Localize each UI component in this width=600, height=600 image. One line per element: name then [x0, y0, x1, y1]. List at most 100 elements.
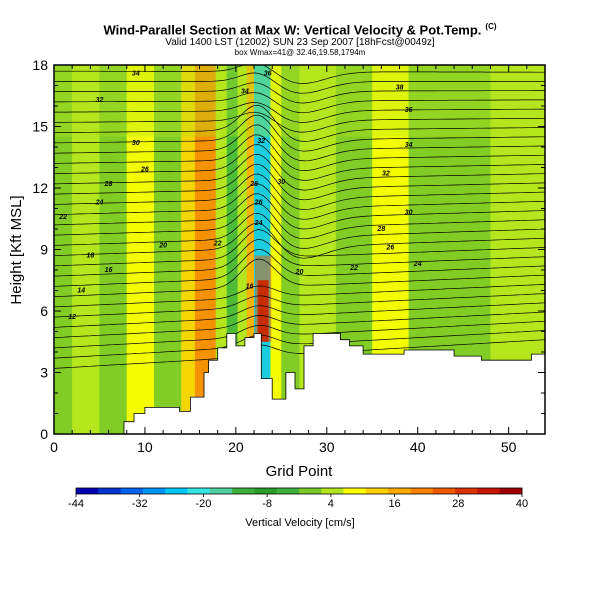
contour-label: 28 [249, 181, 258, 188]
colorbar-label: Vertical Velocity [cm/s] [245, 517, 354, 529]
colorbar-swatch [410, 488, 434, 494]
colorbar-swatch [98, 488, 121, 494]
contour-label: 34 [405, 142, 413, 149]
contour-label: 30 [405, 210, 413, 217]
colorbar-swatch [120, 488, 144, 494]
chart-info-line: box Wmax=41@ 32.46,19.58,1794m [234, 48, 366, 57]
velocity-band [270, 65, 282, 434]
colorbar-swatch [343, 488, 367, 494]
x-tick-label: 20 [228, 439, 244, 455]
contour-label: 20 [158, 242, 167, 249]
colorbar-swatch [209, 488, 233, 494]
velocity-band [194, 65, 216, 434]
contour-label: 22 [58, 214, 67, 221]
y-tick-label: 3 [40, 365, 48, 381]
theta-contour [54, 339, 545, 369]
colorbar-swatch [455, 488, 478, 494]
contour-label: 36 [264, 70, 272, 77]
theta-contour [54, 193, 545, 230]
colorbar-tick-label: 16 [388, 498, 400, 510]
contour-label: 22 [349, 265, 358, 272]
x-tick-label: 40 [410, 439, 426, 455]
theta-contour [54, 173, 545, 210]
theta-contour [54, 302, 545, 328]
contour-label: 16 [105, 267, 113, 274]
contour-label: 26 [386, 245, 395, 252]
theta-contour [54, 92, 545, 114]
theta-contour [54, 124, 545, 162]
terrain [54, 333, 546, 435]
contour-label: 24 [254, 220, 263, 227]
colorbar-tick-label: 4 [328, 498, 334, 510]
theta-contour [54, 238, 545, 277]
colorbar-swatch [499, 488, 523, 494]
theta-contour [54, 222, 545, 259]
theta-contour [54, 311, 545, 338]
colorbar-frame [75, 487, 523, 495]
colorbar-swatch [388, 488, 411, 494]
contour-label: 26 [140, 167, 149, 174]
chart-title-text: Wind-Parallel Section at Max W: Vertical… [103, 22, 482, 38]
contour-label: 28 [376, 226, 385, 233]
contour-label: 30 [277, 179, 285, 186]
y-tick-label: 15 [32, 119, 48, 135]
colorbar-swatch [76, 488, 99, 494]
colorbar-swatch [477, 488, 500, 494]
colorbar-tick-label: -20 [195, 498, 211, 510]
colorbar-swatch [232, 488, 255, 494]
x-tick-label: 30 [319, 439, 335, 455]
contour-label: 18 [86, 253, 94, 260]
theta-contour [54, 144, 545, 181]
contour-label: 24 [413, 261, 422, 268]
theta-contour [54, 114, 545, 152]
colorbar-swatch [276, 488, 300, 494]
theta-contour [54, 111, 545, 133]
velocity-band [154, 65, 182, 434]
velocity-band [126, 65, 155, 434]
contour-label: 38 [396, 85, 404, 92]
contour-label: 12 [68, 314, 76, 321]
chart-subtitle: Valid 1400 LST (12002) SUN 23 Sep 2007 [… [165, 37, 435, 48]
y-tick-label: 18 [32, 57, 48, 73]
theta-contour [54, 248, 545, 287]
theta-contour [54, 82, 545, 104]
theta-contours: 34 36 32 34 38 36 30 34 28 26 32 30 24 30 22 28 20 22 26 18… [54, 65, 545, 369]
upper-layer-shade [54, 65, 545, 137]
colorbar-tick-label: 40 [516, 498, 528, 510]
contour-label: 26 [254, 199, 263, 206]
theta-contour [54, 330, 545, 359]
colorbar-swatch [299, 488, 322, 494]
contour-label: 16 [246, 283, 254, 290]
colorbar-swatch [321, 488, 344, 494]
theta-contour [54, 293, 545, 318]
contour-label: 30 [132, 140, 140, 147]
colorbar-swatch [432, 488, 456, 494]
copyright-mark: (C) [485, 22, 497, 31]
contour-label: 28 [104, 181, 113, 188]
velocity-band [72, 65, 100, 434]
theta-contour [54, 102, 545, 123]
x-axis-label: Grid Point [266, 463, 334, 480]
x-tick-label: 10 [137, 439, 153, 455]
velocity-band [237, 65, 247, 434]
theta-contour [54, 284, 545, 308]
x-axis: 0 10 20 30 40 50 [50, 65, 546, 455]
velocity-band [99, 65, 127, 434]
theta-contour [54, 212, 545, 249]
colorbar-swatch [254, 488, 277, 494]
colorbar-swatch [165, 488, 188, 494]
theta-contour [54, 229, 545, 267]
theta-contour [54, 72, 545, 94]
theta-contour [54, 258, 545, 297]
colorbar-tick-label: -44 [68, 498, 84, 510]
contour-label: 34 [132, 70, 140, 77]
colorbar-tick-label: -32 [132, 498, 148, 510]
contour-label: 20 [295, 269, 304, 276]
theta-contour [54, 320, 545, 349]
chart-title: Wind-Parallel Section at Max W: Vertical… [0, 22, 600, 37]
velocity-band [226, 65, 238, 434]
updraft-halo [254, 255, 272, 342]
colorbar: -44 -32 -20 -8 4 16 28 40 [68, 487, 528, 510]
